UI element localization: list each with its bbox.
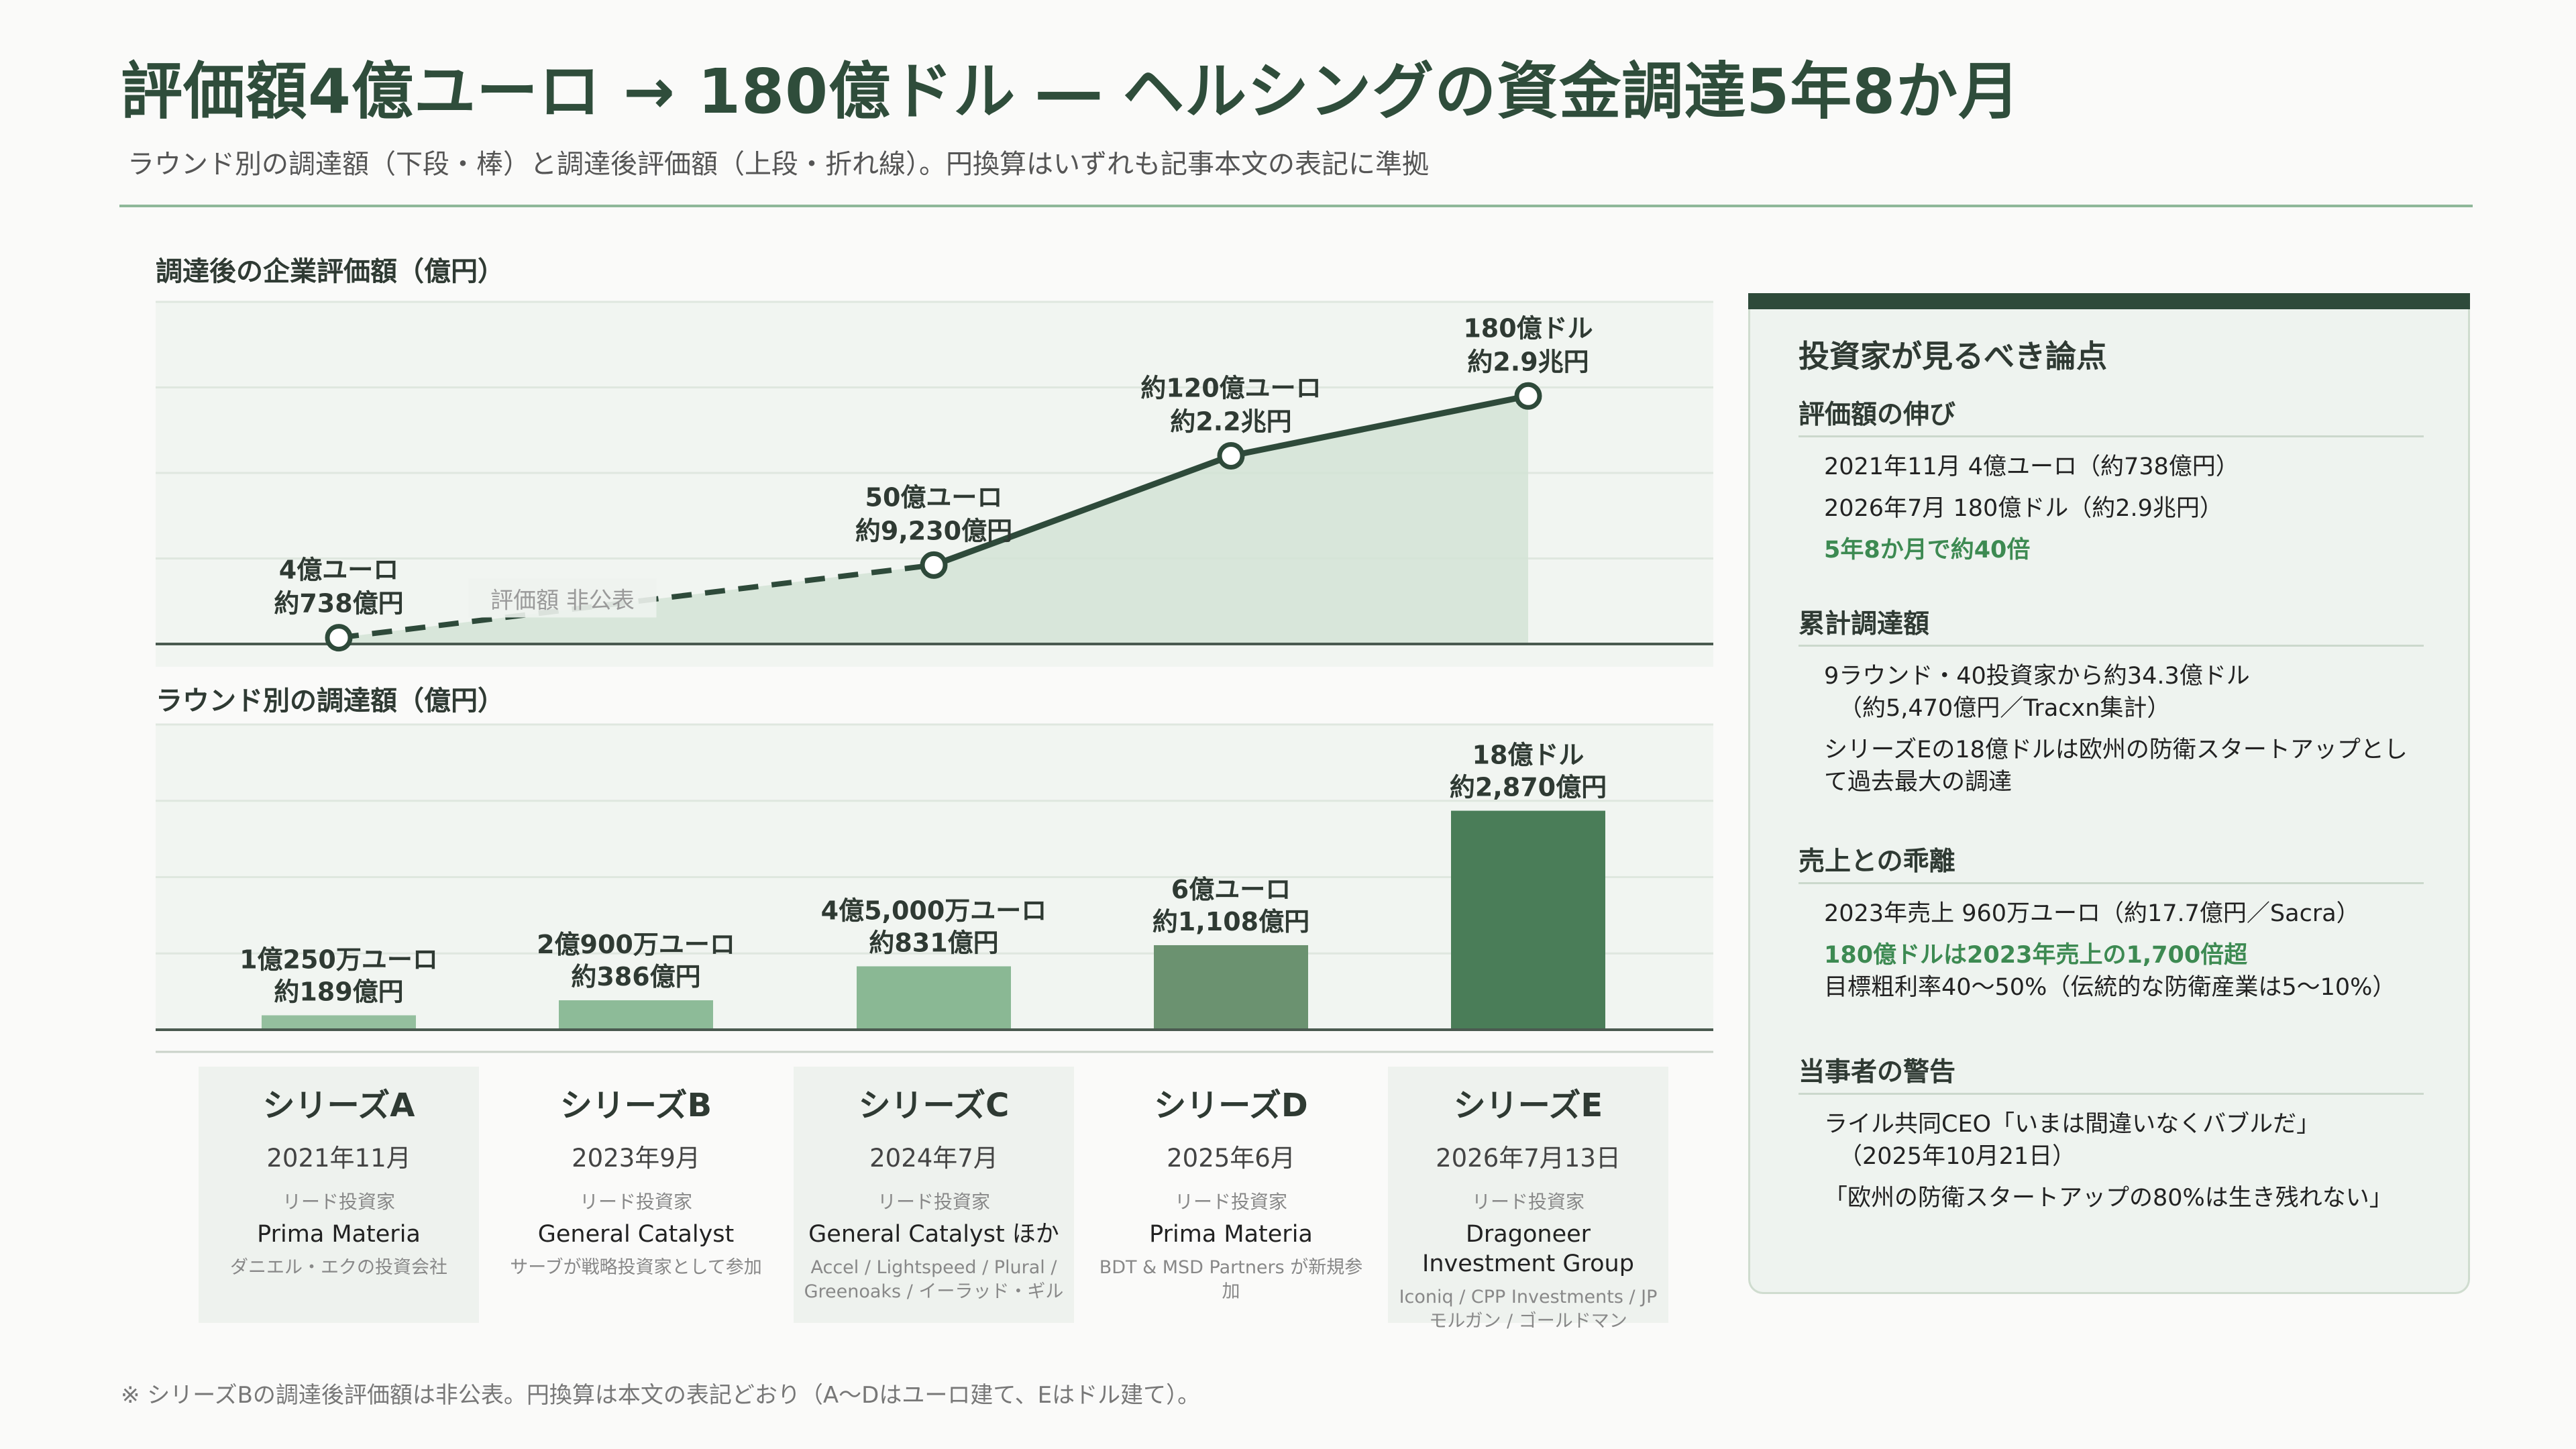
funding-bar bbox=[857, 966, 1011, 1030]
panel-line: 2026年7月 180億ドル（約2.9兆円） bbox=[1824, 495, 2223, 522]
panel-section-cumulative: 累計調達額 9ラウンド・40投資家から約34.3億ドル （約5,470億円／Tr… bbox=[1799, 603, 2424, 798]
panel-section-heading: 評価額の伸び bbox=[1799, 394, 2424, 437]
panel-line: 9ラウンド・40投資家から約34.3億ドル bbox=[1824, 663, 2250, 690]
valuation-label-secondary: 約2.9兆円 bbox=[1467, 347, 1589, 376]
lead-investor-label: リード投資家 bbox=[1174, 1191, 1287, 1213]
panel-line: 目標粗利率40〜50%（伝統的な防衛産業は5〜10%） bbox=[1824, 974, 2396, 1001]
undisclosed-label-bg bbox=[468, 578, 657, 618]
panel-line: 2023年売上 960万ユーロ（約17.7億円／Sacra） bbox=[1824, 900, 2360, 927]
round-note: Accel / Lightspeed / Plural / Greenoaks … bbox=[804, 1257, 1064, 1302]
panel-line: （2025年10月21日） bbox=[1839, 1143, 2076, 1170]
panel-section-heading: 当事者の警告 bbox=[1799, 1051, 2424, 1095]
valuation-point bbox=[920, 551, 948, 579]
valuation-point bbox=[1217, 442, 1245, 470]
round-card: シリーズB 2023年9月リード投資家 General Catalyst サーブが戦略… bbox=[496, 1067, 776, 1323]
funding-label-secondary: 約831億円 bbox=[869, 928, 998, 957]
lead-investor-label: リード投資家 bbox=[282, 1191, 395, 1213]
lead-investor: General Catalyst bbox=[537, 1221, 735, 1248]
lead-investor-label: リード投資家 bbox=[579, 1191, 692, 1213]
round-date: 2023年9月 bbox=[572, 1144, 700, 1173]
lead-investor-label: リード投資家 bbox=[877, 1191, 990, 1213]
funding-label-primary: 18億ドル bbox=[1472, 741, 1585, 770]
lead-investor: General Catalyst ほか bbox=[808, 1221, 1059, 1248]
round-note: Iconiq / CPP Investments / JPモルガン / ゴールド… bbox=[1399, 1287, 1658, 1332]
page-title: 評価額4億ユーロ → 180億ドル ― ヘルシングの資金調達5年8か月 bbox=[121, 56, 2021, 127]
valuation-point bbox=[1514, 382, 1542, 410]
undisclosed-label: 評価額 非公表 bbox=[490, 587, 635, 614]
panel-section-heading: 累計調達額 bbox=[1799, 603, 2424, 647]
valuation-label-primary: 50億ユーロ bbox=[865, 482, 1003, 512]
round-note: サーブが戦略投資家として参加 bbox=[510, 1257, 762, 1278]
funding-chart-title: ラウンド別の調達額（億円） bbox=[156, 686, 504, 716]
panel-line: ライル共同CEO「いまは間違いなくバブルだ」 bbox=[1824, 1111, 2320, 1138]
funding-label-primary: 2億900万ユーロ bbox=[537, 930, 735, 959]
page-subtitle: ラウンド別の調達額（下段・棒）と調達後評価額（上段・折れ線）。円換算はいずれも記… bbox=[127, 149, 1429, 180]
panel-line: て過去最大の調達 bbox=[1824, 769, 2012, 796]
funding-label-secondary: 約2,870億円 bbox=[1450, 773, 1607, 802]
round-note: ダニエル・エクの投資会社 bbox=[230, 1257, 447, 1278]
funding-bar bbox=[262, 1015, 416, 1030]
valuation-label-primary: 約120億ユーロ bbox=[1140, 374, 1321, 403]
round-name: シリーズC bbox=[858, 1087, 1010, 1124]
round-name: シリーズD bbox=[1154, 1087, 1308, 1124]
round-card: シリーズD 2025年6月リード投資家 Prima Materia BDT & MSD… bbox=[1091, 1067, 1371, 1323]
panel-section-revenue: 売上との乖離 2023年売上 960万ユーロ（約17.7億円／Sacra） 18… bbox=[1799, 841, 2424, 1004]
lead-investor-label: リード投資家 bbox=[1471, 1191, 1585, 1213]
round-name: シリーズA bbox=[262, 1087, 415, 1124]
panel-highlight: 180億ドルは2023年売上の1,700倍超 bbox=[1824, 942, 2248, 969]
panel-section-valuation: 評価額の伸び 2021年11月 4億ユーロ（約738億円） 2026年7月 18… bbox=[1799, 394, 2424, 566]
round-date: 2025年6月 bbox=[1167, 1144, 1295, 1173]
round-date: 2021年11月 bbox=[266, 1144, 411, 1173]
panel-line: 2021年11月 4億ユーロ（約738億円） bbox=[1824, 453, 2239, 480]
funding-bar bbox=[1154, 945, 1308, 1030]
title-divider bbox=[119, 205, 2473, 207]
lead-investor: Dragoneer Investment Group bbox=[1422, 1221, 1634, 1277]
panel-line: 「欧州の防衛スタートアップの80%は生き残れない」 bbox=[1824, 1185, 2393, 1212]
valuation-chart-title: 調達後の企業評価額（億円） bbox=[156, 256, 504, 287]
funding-label-primary: 6億ユーロ bbox=[1171, 875, 1291, 904]
panel-section-warning: 当事者の警告 ライル共同CEO「いまは間違いなくバブルだ」 （2025年10月2… bbox=[1799, 1051, 2424, 1214]
funding-label-secondary: 約189億円 bbox=[274, 977, 403, 1007]
lead-investor: Prima Materia bbox=[1149, 1221, 1313, 1248]
round-name: シリーズE bbox=[1453, 1087, 1603, 1124]
funding-label-secondary: 約386億円 bbox=[571, 962, 700, 991]
round-name: シリーズB bbox=[559, 1087, 712, 1124]
round-date: 2026年7月13日 bbox=[1436, 1144, 1621, 1173]
funding-bar bbox=[1451, 810, 1605, 1030]
valuation-label-primary: 180億ドル bbox=[1463, 313, 1593, 343]
panel-section-heading: 売上との乖離 bbox=[1799, 841, 2424, 884]
panel-line: （約5,470億円／Tracxn集計） bbox=[1839, 695, 2171, 722]
panel-title: 投資家が見るべき論点 bbox=[1799, 338, 2107, 374]
valuation-label-secondary: 約2.2兆円 bbox=[1170, 407, 1291, 437]
round-note: BDT & MSD Partners が新規参加 bbox=[1099, 1257, 1363, 1302]
round-card: シリーズA 2021年11月リード投資家 Prima Materia ダニエル・エクの… bbox=[199, 1067, 479, 1323]
footnote: ※ シリーズBの調達後評価額は非公表。円換算は本文の表記どおり（A〜Dはユーロ建… bbox=[121, 1382, 1201, 1409]
valuation-label-secondary: 約738億円 bbox=[274, 589, 403, 619]
lead-investor: Prima Materia bbox=[257, 1221, 421, 1248]
round-card: シリーズC 2024年7月リード投資家 General Catalyst ほか Acc… bbox=[794, 1067, 1074, 1323]
funding-label-secondary: 約1,108億円 bbox=[1152, 907, 1309, 936]
panel-highlight: 5年8か月で約40倍 bbox=[1824, 537, 2031, 564]
valuation-point bbox=[325, 624, 353, 652]
round-date: 2024年7月 bbox=[869, 1144, 998, 1173]
valuation-label-secondary: 約9,230億円 bbox=[855, 516, 1012, 545]
funding-label-primary: 4億5,000万ユーロ bbox=[821, 896, 1047, 925]
round-card: シリーズE 2026年7月13日リード投資家 Dragoneer Investmen… bbox=[1388, 1067, 1668, 1332]
insights-panel: 投資家が見るべき論点 評価額の伸び 2021年11月 4億ユーロ（約738億円）… bbox=[1748, 293, 2470, 1294]
valuation-label-primary: 4億ユーロ bbox=[279, 555, 398, 585]
panel-line: シリーズEの18億ドルは欧州の防衛スタートアップとし bbox=[1824, 737, 2408, 763]
funding-label-primary: 1億250万ユーロ bbox=[239, 945, 438, 975]
funding-bar bbox=[559, 1000, 713, 1030]
panel-accent-bar bbox=[1748, 293, 2470, 309]
